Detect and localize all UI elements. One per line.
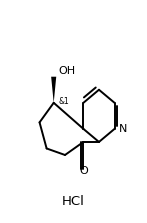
Text: &1: &1 xyxy=(59,97,69,106)
Text: HCl: HCl xyxy=(62,195,85,208)
Text: OH: OH xyxy=(58,66,75,76)
Text: O: O xyxy=(79,166,88,176)
Text: N: N xyxy=(119,124,127,134)
Polygon shape xyxy=(51,77,56,103)
